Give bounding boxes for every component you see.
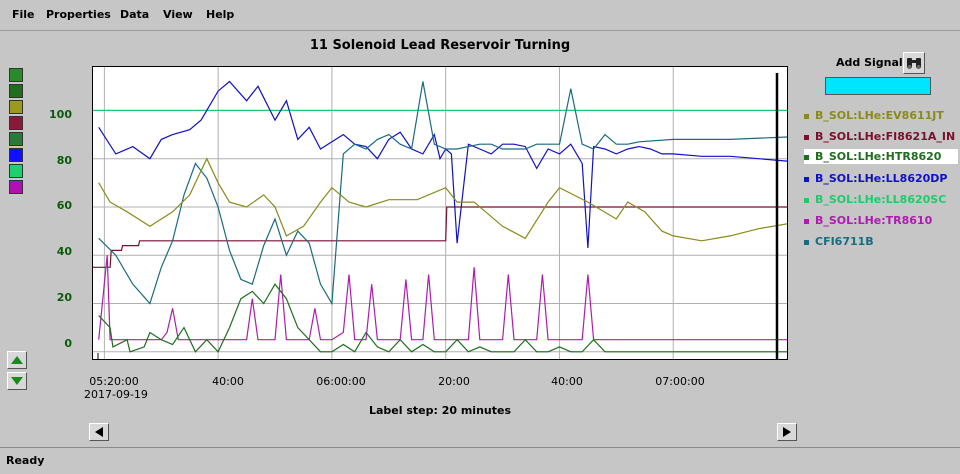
menu-properties[interactable]: Properties xyxy=(46,8,111,21)
scroll-down-button[interactable] xyxy=(7,372,27,390)
x-tick-0540: 40:00 xyxy=(212,375,244,388)
add-signal-label: Add Signal xyxy=(836,56,903,69)
legend-item-htr8620[interactable]: B_SOL:LHe:HTR8620 xyxy=(804,149,958,164)
legend-item-cfi6711b[interactable]: CFI6711B xyxy=(804,235,874,248)
legend-dot xyxy=(804,134,809,140)
pan-left-button[interactable] xyxy=(89,423,109,441)
status-text: Ready xyxy=(6,454,45,467)
legend-dot xyxy=(804,113,809,119)
swatch-3[interactable] xyxy=(9,116,23,130)
legend-label: B_SOL:LHe:FI8621A_IN xyxy=(815,130,956,143)
legend-label: B_SOL:LHe:LL8620DP xyxy=(815,172,948,185)
legend-dot xyxy=(804,154,809,160)
legend-dot xyxy=(804,218,809,224)
legend-label: B_SOL:LHe:EV8611JT xyxy=(815,109,944,122)
plot-svg xyxy=(93,67,787,359)
series-line-b-sol-lhe-fi8621a-in xyxy=(93,206,787,268)
y-tick-0: 0 xyxy=(64,337,72,350)
swatch-2[interactable] xyxy=(9,100,23,114)
x-tick-0520: 05:20:00 xyxy=(89,375,139,388)
legend-item-tr8610[interactable]: B_SOL:LHe:TR8610 xyxy=(804,214,932,227)
add-signal-input[interactable] xyxy=(825,77,931,95)
menu-bar: File Properties Data View Help xyxy=(0,0,960,31)
series-line-b-sol-lhe-tr8610 xyxy=(98,255,787,341)
y-tick-60: 60 xyxy=(56,199,72,212)
legend-label: B_SOL:LHe:LL8620SC xyxy=(815,193,947,206)
y-tick-80: 80 xyxy=(56,154,72,167)
legend-item-ll8620dp[interactable]: B_SOL:LHe:LL8620DP xyxy=(804,172,947,185)
x-date-label: 2017-09-19 xyxy=(84,388,148,401)
y-tick-40: 40 xyxy=(56,245,72,258)
swatch-7[interactable] xyxy=(9,180,23,194)
legend-item-ev8611jt[interactable]: B_SOL:LHe:EV8611JT xyxy=(804,109,944,122)
menu-file[interactable]: File xyxy=(12,8,35,21)
scroll-up-button[interactable] xyxy=(7,351,27,369)
legend-label: B_SOL:LHe:HTR8620 xyxy=(815,150,942,163)
menu-view[interactable]: View xyxy=(163,8,193,21)
swatch-5[interactable] xyxy=(9,148,23,162)
x-tick-0620: 20:00 xyxy=(438,375,470,388)
legend-label: CFI6711B xyxy=(815,235,874,248)
menu-help[interactable]: Help xyxy=(206,8,235,21)
x-tick-0600: 06:00:00 xyxy=(316,375,366,388)
series-line-b-sol-lhe-htr8620 xyxy=(98,283,787,353)
x-tick-0700: 07:00:00 xyxy=(655,375,705,388)
swatch-4[interactable] xyxy=(9,132,23,146)
legend-dot xyxy=(804,239,809,245)
plot-area[interactable] xyxy=(92,66,788,360)
y-tick-100: 100 xyxy=(49,108,72,121)
triangle-right-icon xyxy=(783,427,791,437)
label-step: Label step: 20 minutes xyxy=(368,404,512,417)
legend-dot xyxy=(804,176,809,182)
x-tick-0640: 40:00 xyxy=(551,375,583,388)
legend-item-ll8620sc[interactable]: B_SOL:LHe:LL8620SC xyxy=(804,193,946,206)
legend-dot xyxy=(804,197,809,203)
pan-right-button[interactable] xyxy=(777,423,797,441)
triangle-left-icon xyxy=(95,427,103,437)
legend-item-fi8621a-in[interactable]: B_SOL:LHe:FI8621A_IN xyxy=(804,130,955,143)
menu-data[interactable]: Data xyxy=(120,8,150,21)
swatch-6[interactable] xyxy=(9,164,23,178)
triangle-down-icon xyxy=(11,377,23,385)
status-bar: Ready xyxy=(0,447,960,474)
triangle-up-icon xyxy=(11,356,23,364)
add-signal-button[interactable] xyxy=(903,52,925,74)
series-line-b-sol-lhe-ll8620dp xyxy=(98,80,787,249)
swatch-0[interactable] xyxy=(9,68,23,82)
series-line-cfi6711b xyxy=(98,81,787,306)
binoculars-icon xyxy=(907,58,921,69)
y-tick-20: 20 xyxy=(56,291,72,304)
series-line-b-sol-lhe-ev8611jt xyxy=(98,157,787,242)
legend-label: B_SOL:LHe:TR8610 xyxy=(815,214,933,227)
swatch-1[interactable] xyxy=(9,84,23,98)
chart-title: 11 Solenoid Lead Reservoir Turning xyxy=(309,38,571,53)
